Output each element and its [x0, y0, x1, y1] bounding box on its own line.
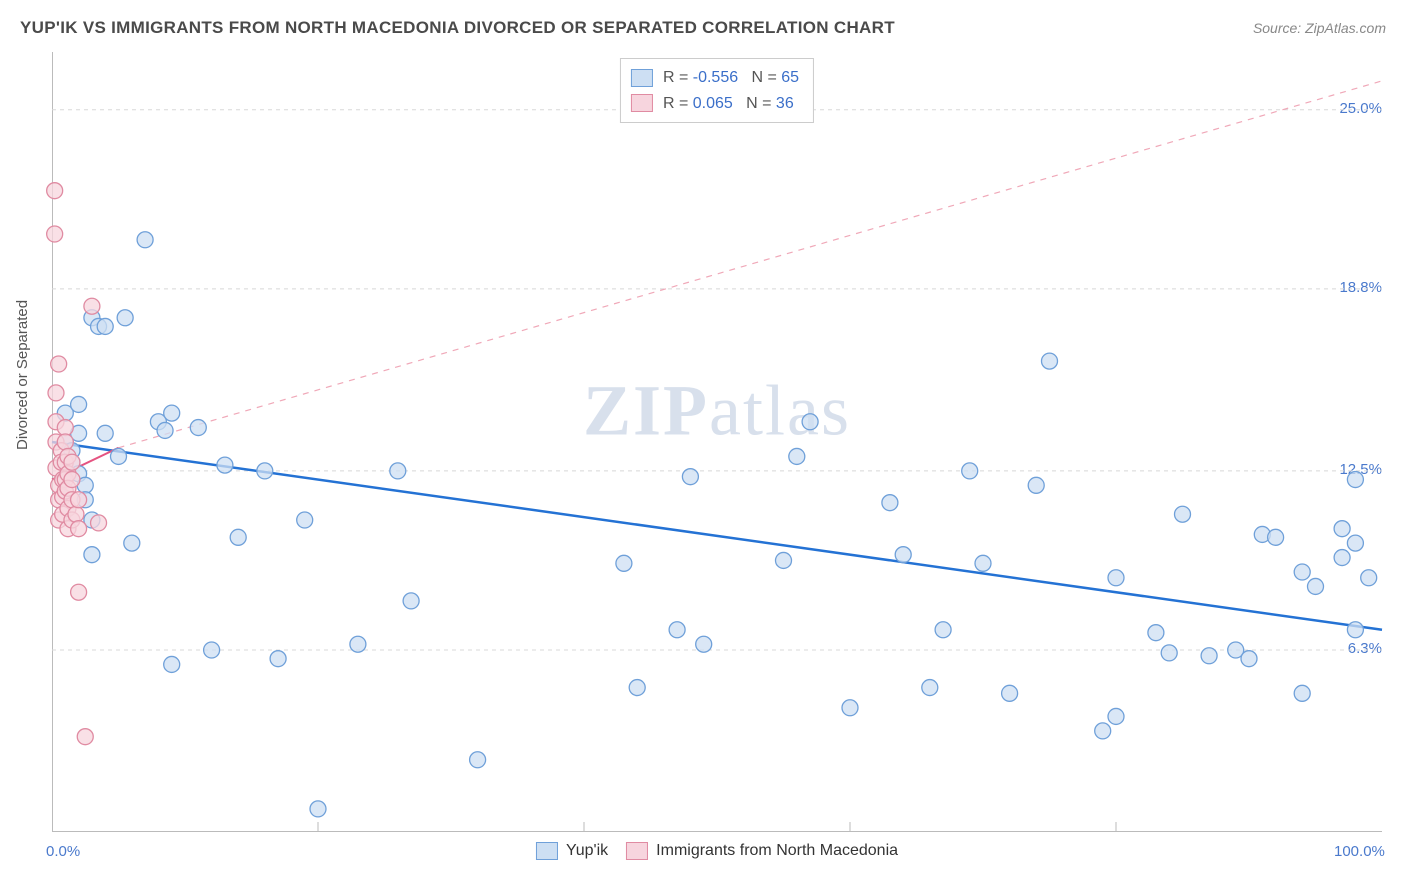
legend-label: Immigrants from North Macedonia: [656, 842, 898, 860]
legend-item: Immigrants from North Macedonia: [626, 842, 898, 860]
chart-title: YUP'IK VS IMMIGRANTS FROM NORTH MACEDONI…: [20, 18, 895, 38]
correlation-legend: R = -0.556 N = 65R = 0.065 N = 36: [620, 58, 814, 123]
source-label: Source: ZipAtlas.com: [1253, 20, 1386, 36]
legend-label: Yup'ik: [566, 842, 608, 860]
legend-swatch: [631, 94, 653, 112]
legend-swatch: [631, 69, 653, 87]
x-tick-label: 100.0%: [1334, 843, 1385, 860]
legend-swatch: [536, 842, 558, 860]
legend-swatch: [626, 842, 648, 860]
scatter-chart: [52, 52, 1382, 832]
x-tick-label: 0.0%: [46, 843, 80, 860]
plot-area: ZIPatlas 6.3%12.5%18.8%25.0% 0.0%100.0% …: [52, 52, 1382, 832]
legend-stat: R = 0.065 N = 36: [663, 91, 794, 117]
legend-stat: R = -0.556 N = 65: [663, 65, 799, 91]
legend-item: Yup'ik: [536, 842, 608, 860]
series-legend: Yup'ik Immigrants from North Macedonia: [536, 842, 898, 860]
y-axis-label: Divorced or Separated: [14, 300, 31, 450]
